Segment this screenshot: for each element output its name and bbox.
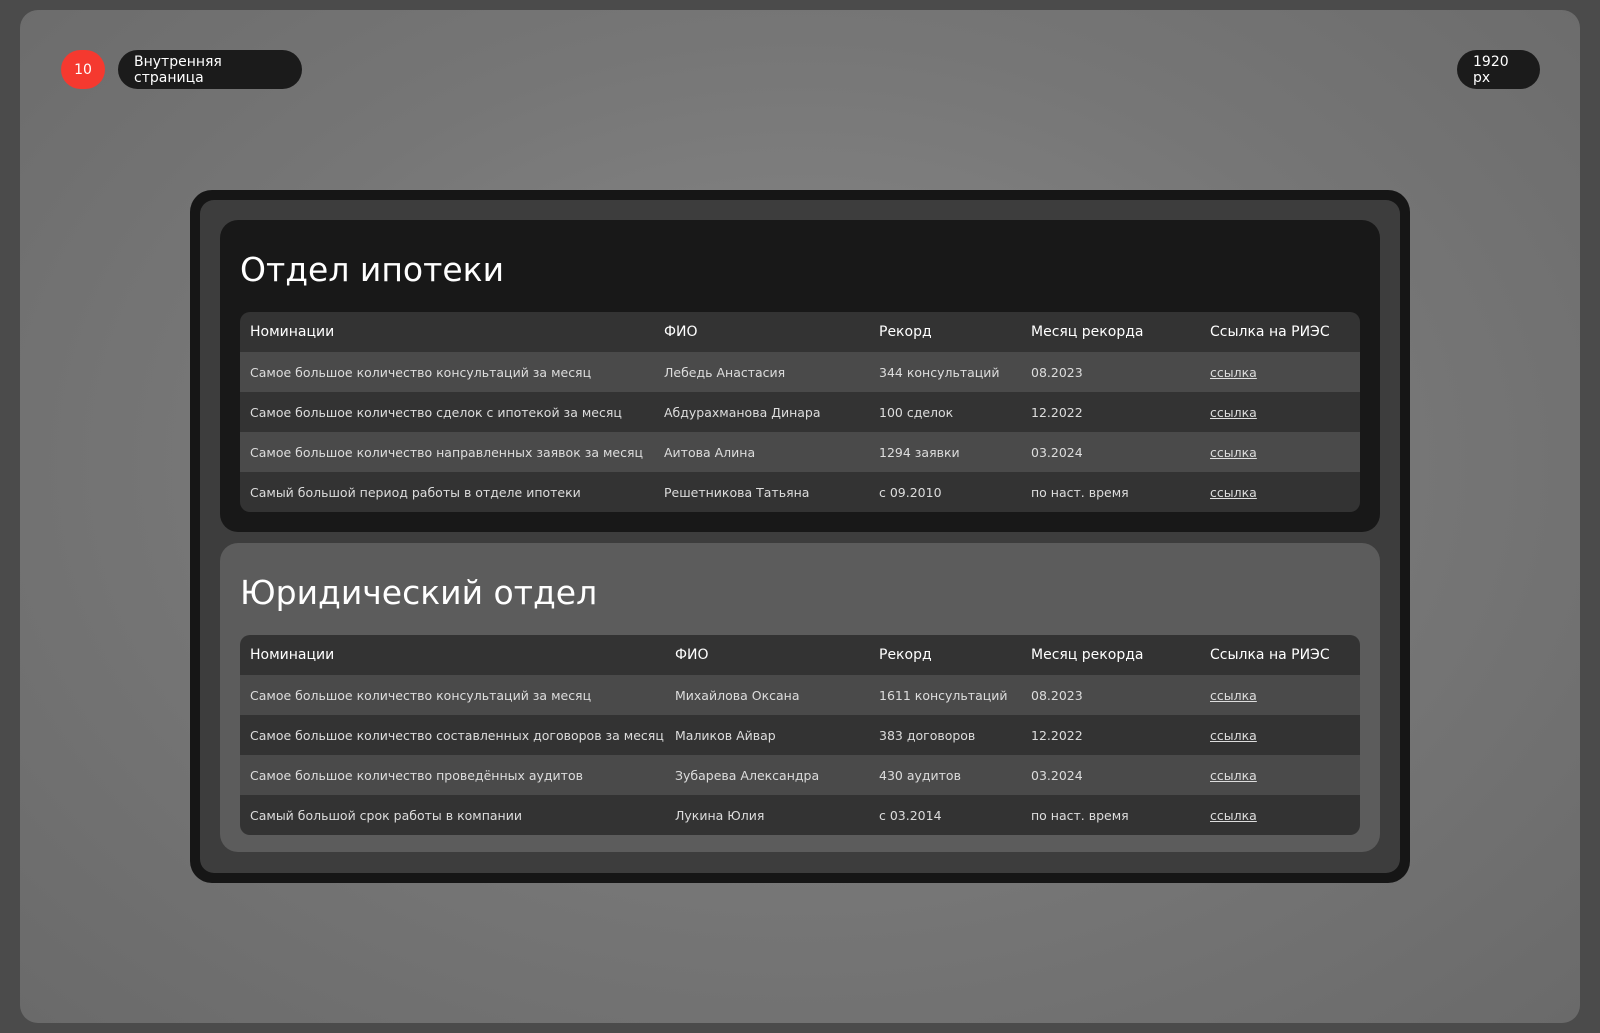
cell: Маликов Айвар bbox=[665, 715, 869, 755]
cell: 03.2024 bbox=[1021, 755, 1200, 795]
link[interactable]: ссылка bbox=[1210, 767, 1257, 783]
cell: Самый большой период работы в отделе ипо… bbox=[240, 472, 654, 512]
cell: Лукина Юлия bbox=[665, 795, 869, 835]
cell: ссылка bbox=[1200, 715, 1360, 755]
section-title: Отдел ипотеки bbox=[240, 250, 505, 289]
link[interactable]: ссылка bbox=[1210, 807, 1257, 823]
table-row: Самое большое количество сделок с ипотек… bbox=[240, 392, 1360, 432]
section-card: Юридический отдел Номинации ФИО Рекорд Месяц… bbox=[220, 543, 1380, 852]
table-row: Самое большое количество направленных за… bbox=[240, 432, 1360, 472]
cell: ссылка bbox=[1200, 392, 1360, 432]
cell: Самое большое количество сделок с ипотек… bbox=[240, 392, 654, 432]
page-number: 10 bbox=[61, 50, 105, 89]
screen: Отдел ипотеки Номинации ФИО Рекорд Месяц рек… bbox=[200, 200, 1400, 873]
cell: с 03.2014 bbox=[869, 795, 1021, 835]
section-title: Юридический отдел bbox=[240, 573, 598, 612]
device-frame: Отдел ипотеки Номинации ФИО Рекорд Месяц рек… bbox=[190, 190, 1410, 883]
cell: Самое большое количество консультаций за… bbox=[240, 352, 654, 392]
cell: 1294 заявки bbox=[869, 432, 1021, 472]
column-header: Номинации bbox=[240, 635, 665, 675]
column-header: Ссылка на РИЭС bbox=[1200, 312, 1360, 352]
table-row: Самый большой период работы в отделе ипо… bbox=[240, 472, 1360, 512]
link[interactable]: ссылка bbox=[1210, 404, 1257, 420]
cell: Лебедь Анастасия bbox=[654, 352, 869, 392]
cell: 08.2023 bbox=[1021, 675, 1200, 715]
cell: по наст. время bbox=[1021, 472, 1200, 512]
link[interactable]: ссылка bbox=[1210, 444, 1257, 460]
cell: 383 договоров bbox=[869, 715, 1021, 755]
column-header: Номинации bbox=[240, 312, 654, 352]
cell: Самый большой срок работы в компании bbox=[240, 795, 665, 835]
header-row: Номинации ФИО Рекорд Месяц рекорда Ссылка на… bbox=[240, 312, 1360, 352]
cell: с 09.2010 bbox=[869, 472, 1021, 512]
cell: Аитова Алина bbox=[654, 432, 869, 472]
table-row: Самое большое количество проведённых ауд… bbox=[240, 755, 1360, 795]
column-header: Месяц рекорда bbox=[1021, 635, 1200, 675]
cell: Михайлова Оксана bbox=[665, 675, 869, 715]
cell: ссылка bbox=[1200, 472, 1360, 512]
table-row: Самое большое количество консультаций за… bbox=[240, 352, 1360, 392]
link[interactable]: ссылка bbox=[1210, 727, 1257, 743]
cell: 344 консультаций bbox=[869, 352, 1021, 392]
cell: Самое большое количество составленных до… bbox=[240, 715, 665, 755]
cell: ссылка bbox=[1200, 755, 1360, 795]
link[interactable]: ссылка bbox=[1210, 364, 1257, 380]
cell: ссылка bbox=[1200, 352, 1360, 392]
link[interactable]: ссылка bbox=[1210, 687, 1257, 703]
link[interactable]: ссылка bbox=[1210, 484, 1257, 500]
cell: 08.2023 bbox=[1021, 352, 1200, 392]
cell: 12.2022 bbox=[1021, 392, 1200, 432]
records-table: Номинации ФИО Рекорд Месяц рекорда Ссылка на… bbox=[240, 312, 1360, 512]
width-label: 1920 px bbox=[1457, 50, 1540, 89]
records-table: Номинации ФИО Рекорд Месяц рекорда Ссылка на… bbox=[240, 635, 1360, 835]
table-row: Самое большое количество консультаций за… bbox=[240, 675, 1360, 715]
column-header: Рекорд bbox=[869, 312, 1021, 352]
column-header: Рекорд bbox=[869, 635, 1021, 675]
table-row: Самый большой срок работы в компании Луки… bbox=[240, 795, 1360, 835]
cell: по наст. время bbox=[1021, 795, 1200, 835]
cell: ссылка bbox=[1200, 675, 1360, 715]
cell: ссылка bbox=[1200, 432, 1360, 472]
cell: Самое большое количество проведённых ауд… bbox=[240, 755, 665, 795]
column-header: Ссылка на РИЭС bbox=[1200, 635, 1360, 675]
cell: Решетникова Татьяна bbox=[654, 472, 869, 512]
cell: Самое большое количество направленных за… bbox=[240, 432, 654, 472]
column-header: ФИО bbox=[654, 312, 869, 352]
section-card: Отдел ипотеки Номинации ФИО Рекорд Месяц рек… bbox=[220, 220, 1380, 532]
column-header: ФИО bbox=[665, 635, 869, 675]
cell: 12.2022 bbox=[1021, 715, 1200, 755]
table-row: Самое большое количество составленных до… bbox=[240, 715, 1360, 755]
cell: 100 сделок bbox=[869, 392, 1021, 432]
header-row: Номинации ФИО Рекорд Месяц рекорда Ссылка на… bbox=[240, 635, 1360, 675]
cell: 430 аудитов bbox=[869, 755, 1021, 795]
cell: Зубарева Александра bbox=[665, 755, 869, 795]
column-header: Месяц рекорда bbox=[1021, 312, 1200, 352]
cell: ссылка bbox=[1200, 795, 1360, 835]
cell: Самое большое количество консультаций за… bbox=[240, 675, 665, 715]
cell: Абдурахманова Динара bbox=[654, 392, 869, 432]
cell: 1611 консультаций bbox=[869, 675, 1021, 715]
cell: 03.2024 bbox=[1021, 432, 1200, 472]
page-label: Внутренняя страница bbox=[118, 50, 302, 89]
